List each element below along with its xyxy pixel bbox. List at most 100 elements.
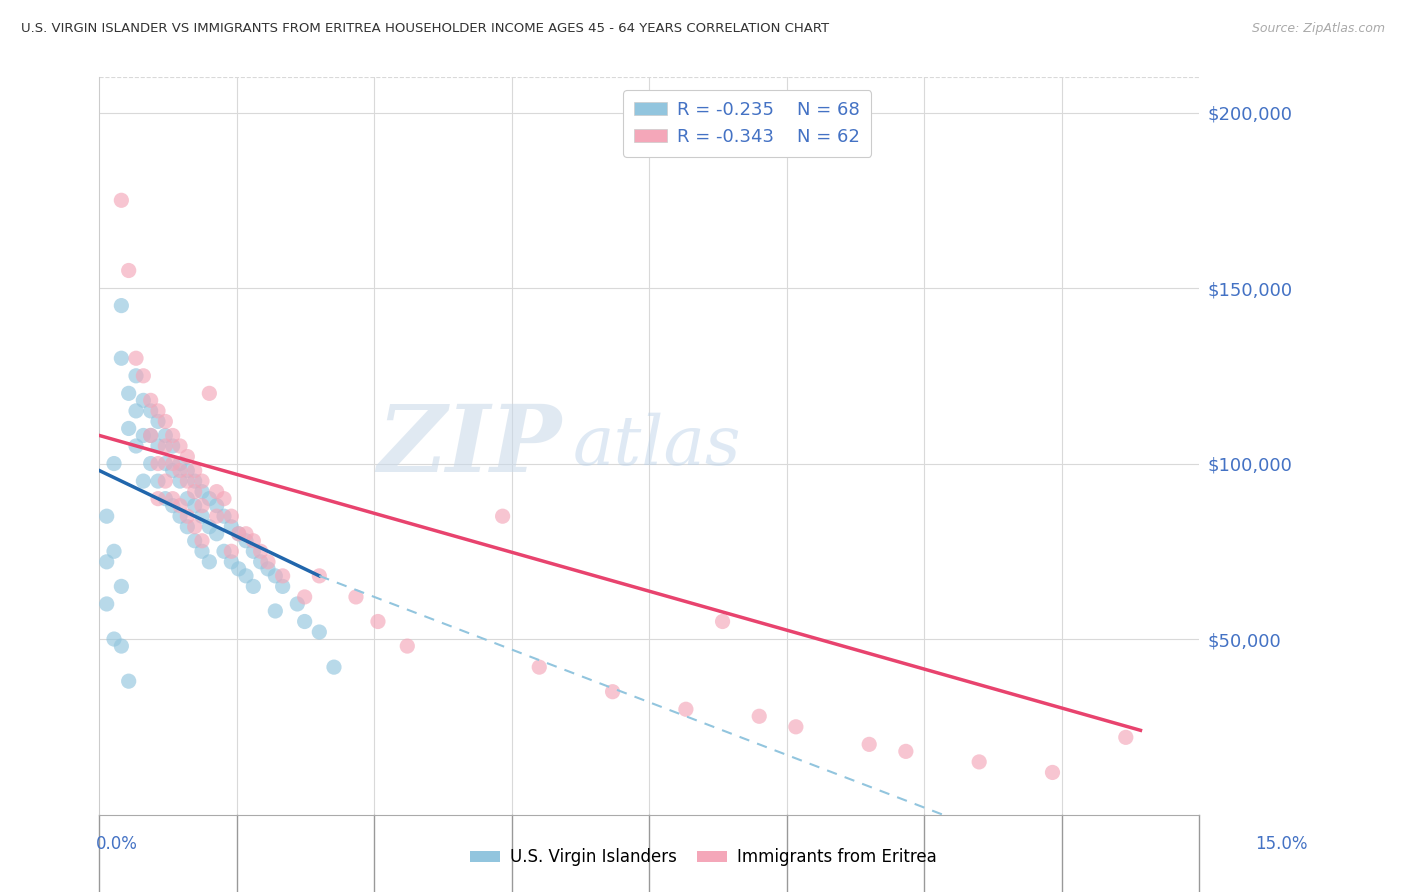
- Point: [118, 263, 141, 277]
- Point: [191, 533, 214, 548]
- Point: [139, 428, 162, 442]
- Point: [103, 544, 125, 558]
- Point: [323, 660, 346, 674]
- Point: [235, 533, 257, 548]
- Point: [146, 457, 169, 471]
- Point: [257, 555, 280, 569]
- Point: [198, 491, 221, 506]
- Point: [967, 755, 990, 769]
- Point: [748, 709, 770, 723]
- Point: [491, 509, 513, 524]
- Point: [271, 569, 294, 583]
- Point: [257, 562, 280, 576]
- Point: [132, 474, 155, 488]
- Point: [228, 526, 250, 541]
- Point: [155, 439, 177, 453]
- Point: [146, 439, 169, 453]
- Point: [221, 544, 243, 558]
- Point: [176, 464, 198, 478]
- Point: [396, 639, 419, 653]
- Point: [294, 590, 316, 604]
- Point: [132, 393, 155, 408]
- Point: [191, 484, 214, 499]
- Point: [169, 474, 191, 488]
- Text: ZIP: ZIP: [377, 401, 561, 491]
- Point: [110, 639, 132, 653]
- Point: [176, 474, 198, 488]
- Point: [146, 474, 169, 488]
- Point: [602, 684, 624, 698]
- Point: [110, 579, 132, 593]
- Point: [155, 428, 177, 442]
- Point: [176, 491, 198, 506]
- Point: [103, 632, 125, 646]
- Point: [228, 562, 250, 576]
- Point: [294, 615, 316, 629]
- Point: [212, 544, 235, 558]
- Point: [139, 393, 162, 408]
- Point: [221, 555, 243, 569]
- Legend: R = -0.235    N = 68, R = -0.343    N = 62: R = -0.235 N = 68, R = -0.343 N = 62: [623, 90, 872, 157]
- Point: [155, 414, 177, 428]
- Point: [155, 474, 177, 488]
- Point: [529, 660, 551, 674]
- Point: [212, 491, 235, 506]
- Point: [110, 194, 132, 208]
- Point: [1115, 731, 1137, 745]
- Point: [183, 533, 205, 548]
- Point: [235, 526, 257, 541]
- Point: [191, 499, 214, 513]
- Point: [198, 386, 221, 401]
- Point: [96, 509, 118, 524]
- Point: [183, 499, 205, 513]
- Point: [162, 464, 184, 478]
- Point: [96, 597, 118, 611]
- Point: [198, 520, 221, 534]
- Point: [1042, 765, 1064, 780]
- Point: [205, 484, 228, 499]
- Point: [249, 544, 271, 558]
- Point: [221, 520, 243, 534]
- Point: [183, 464, 205, 478]
- Point: [198, 555, 221, 569]
- Point: [176, 450, 198, 464]
- Point: [344, 590, 367, 604]
- Point: [183, 520, 205, 534]
- Point: [110, 299, 132, 313]
- Text: U.S. VIRGIN ISLANDER VS IMMIGRANTS FROM ERITREA HOUSEHOLDER INCOME AGES 45 - 64 : U.S. VIRGIN ISLANDER VS IMMIGRANTS FROM …: [21, 22, 830, 36]
- Point: [169, 439, 191, 453]
- Point: [308, 569, 330, 583]
- Point: [894, 744, 917, 758]
- Point: [125, 439, 148, 453]
- Point: [183, 484, 205, 499]
- Point: [191, 509, 214, 524]
- Point: [183, 474, 205, 488]
- Point: [169, 464, 191, 478]
- Point: [242, 579, 264, 593]
- Point: [228, 526, 250, 541]
- Point: [212, 509, 235, 524]
- Point: [162, 457, 184, 471]
- Text: 0.0%: 0.0%: [96, 835, 138, 853]
- Point: [118, 386, 141, 401]
- Point: [711, 615, 734, 629]
- Point: [162, 491, 184, 506]
- Point: [221, 509, 243, 524]
- Point: [169, 457, 191, 471]
- Point: [308, 625, 330, 640]
- Point: [264, 604, 287, 618]
- Point: [118, 421, 141, 435]
- Point: [125, 368, 148, 383]
- Point: [169, 499, 191, 513]
- Point: [162, 428, 184, 442]
- Point: [125, 351, 148, 366]
- Point: [191, 544, 214, 558]
- Point: [125, 404, 148, 418]
- Text: atlas: atlas: [572, 413, 741, 479]
- Point: [139, 428, 162, 442]
- Point: [785, 720, 807, 734]
- Point: [205, 526, 228, 541]
- Point: [132, 428, 155, 442]
- Point: [249, 555, 271, 569]
- Point: [139, 404, 162, 418]
